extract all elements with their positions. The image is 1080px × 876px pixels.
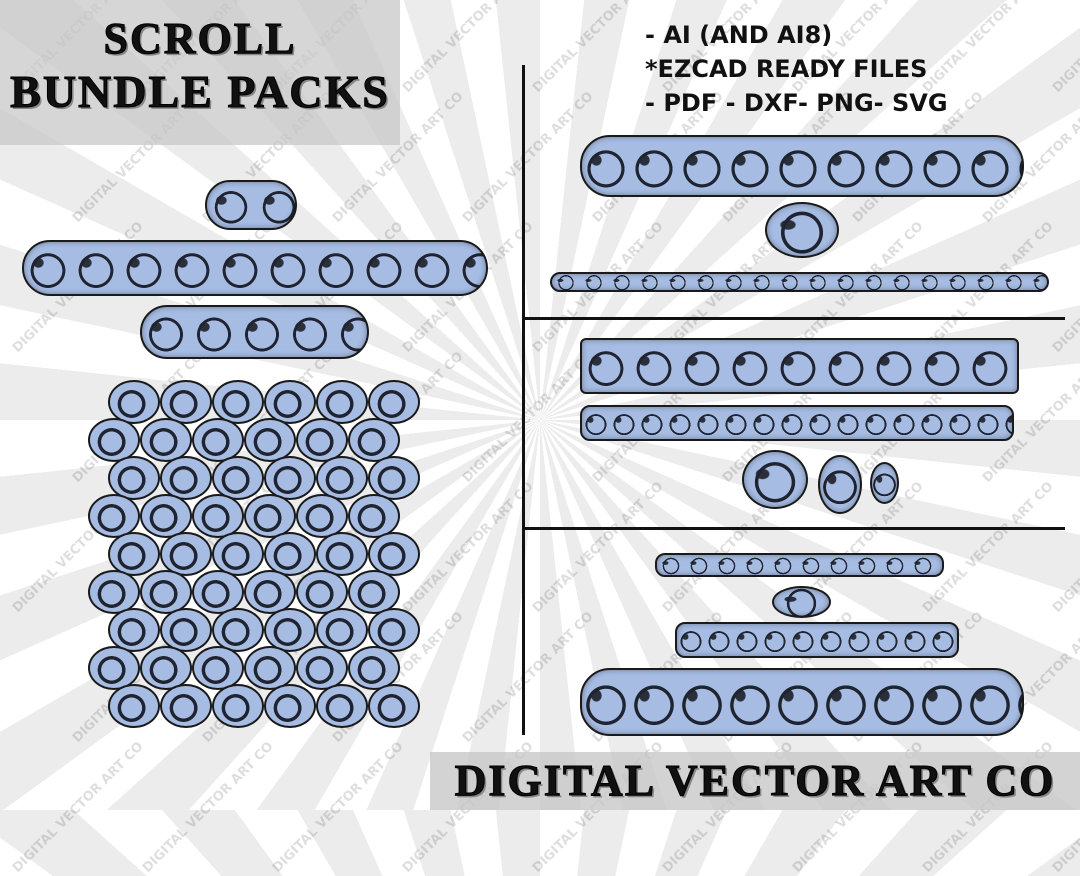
scroll-coin — [108, 684, 160, 728]
horizontal-divider — [525, 317, 1065, 320]
scroll-coin — [348, 646, 400, 690]
scroll-pattern-block — [88, 380, 420, 735]
scroll-coin — [192, 494, 244, 538]
scroll-coin — [140, 494, 192, 538]
scroll-coin — [296, 418, 348, 462]
scroll-coin — [368, 380, 420, 424]
scroll-coin — [212, 532, 264, 576]
scroll-coin — [316, 380, 368, 424]
scroll-coin — [244, 494, 296, 538]
scroll-coin — [160, 684, 212, 728]
scroll-coin — [160, 608, 212, 652]
scroll-ornament — [818, 455, 862, 514]
scroll-coin — [368, 532, 420, 576]
scroll-coin — [192, 418, 244, 462]
scroll-border-strip — [22, 240, 488, 296]
scroll-coin — [88, 494, 140, 538]
scroll-coin — [348, 494, 400, 538]
scroll-coin — [264, 532, 316, 576]
scroll-coin — [316, 684, 368, 728]
watermark: DIGITAL VECTOR ART CO — [140, 739, 277, 876]
scroll-ornament — [765, 202, 839, 258]
scroll-coin — [140, 418, 192, 462]
scroll-coin — [160, 456, 212, 500]
scroll-coin — [244, 418, 296, 462]
scroll-coin — [244, 646, 296, 690]
watermark: DIGITAL VECTOR ART CO — [460, 89, 597, 226]
scroll-coin — [140, 646, 192, 690]
scroll-wave-strip — [655, 553, 944, 577]
scroll-coin — [348, 418, 400, 462]
scroll-coin — [296, 494, 348, 538]
scroll-coin — [264, 456, 316, 500]
watermark: DIGITAL VECTOR ART CO — [400, 479, 537, 616]
feature-item: - AI (AND AI8) — [645, 21, 833, 49]
scroll-coin — [264, 380, 316, 424]
feature-item: - PDF - DXF- PNG- SVG — [645, 89, 948, 117]
brand-banner: DIGITAL VECTOR ART CO — [430, 752, 1080, 810]
scroll-coin — [368, 684, 420, 728]
scroll-coin — [316, 532, 368, 576]
scroll-coin — [160, 532, 212, 576]
scroll-coin — [88, 570, 140, 614]
scroll-coin — [140, 570, 192, 614]
feature-item: *EZCAD READY FILES — [645, 55, 928, 83]
watermark: DIGITAL VECTOR ART CO — [1050, 479, 1080, 616]
scroll-coin — [296, 570, 348, 614]
scroll-coin — [296, 646, 348, 690]
scroll-coin — [108, 456, 160, 500]
scroll-coin — [212, 684, 264, 728]
scroll-coin — [192, 570, 244, 614]
watermark: DIGITAL VECTOR ART CO — [10, 739, 147, 876]
watermark: DIGITAL VECTOR ART CO — [400, 0, 537, 96]
file-formats-list: - AI (AND AI8) *EZCAD READY FILES - PDF … — [645, 18, 948, 120]
title-line-2: BUNDLE PACKS — [10, 66, 390, 118]
scroll-coin — [212, 380, 264, 424]
watermark: DIGITAL VECTOR ART CO — [1050, 0, 1080, 96]
scroll-border-strip — [580, 405, 1014, 441]
scroll-border-strip — [580, 135, 1024, 197]
scroll-coin — [212, 608, 264, 652]
scroll-ornament — [870, 462, 899, 504]
scroll-ornament — [205, 180, 297, 230]
scroll-border-strip — [580, 668, 1024, 736]
scroll-border-strip — [675, 622, 959, 658]
watermark: DIGITAL VECTOR ART CO — [270, 739, 407, 876]
scroll-coin — [108, 608, 160, 652]
scroll-coin — [316, 456, 368, 500]
scroll-coin — [368, 456, 420, 500]
title-banner: SCROLL BUNDLE PACKS — [0, 0, 400, 145]
watermark: DIGITAL VECTOR ART CO — [460, 349, 597, 486]
watermark: DIGITAL VECTOR ART CO — [920, 479, 1057, 616]
scroll-coin — [160, 380, 212, 424]
scroll-coin — [244, 570, 296, 614]
scroll-ornament — [772, 586, 831, 618]
scroll-coin — [88, 646, 140, 690]
scroll-coin — [264, 684, 316, 728]
scroll-coin — [108, 532, 160, 576]
scroll-ornament — [742, 450, 808, 509]
scroll-coin — [348, 570, 400, 614]
scroll-coin — [192, 646, 244, 690]
scroll-coin — [316, 608, 368, 652]
scroll-coin — [212, 456, 264, 500]
scroll-coin — [108, 380, 160, 424]
horizontal-divider — [525, 527, 1065, 530]
scroll-coin — [88, 418, 140, 462]
watermark: DIGITAL VECTOR ART CO — [1050, 219, 1080, 356]
scroll-coin — [368, 608, 420, 652]
scroll-border-strip — [140, 305, 369, 359]
scroll-border-strip — [580, 338, 1019, 394]
scroll-wave-strip — [550, 272, 1049, 292]
vertical-divider — [522, 65, 525, 735]
watermark: DIGITAL VECTOR ART CO — [530, 479, 667, 616]
title-line-1: SCROLL — [103, 14, 297, 64]
scroll-coin — [264, 608, 316, 652]
watermark: DIGITAL VECTOR ART CO — [460, 609, 597, 746]
